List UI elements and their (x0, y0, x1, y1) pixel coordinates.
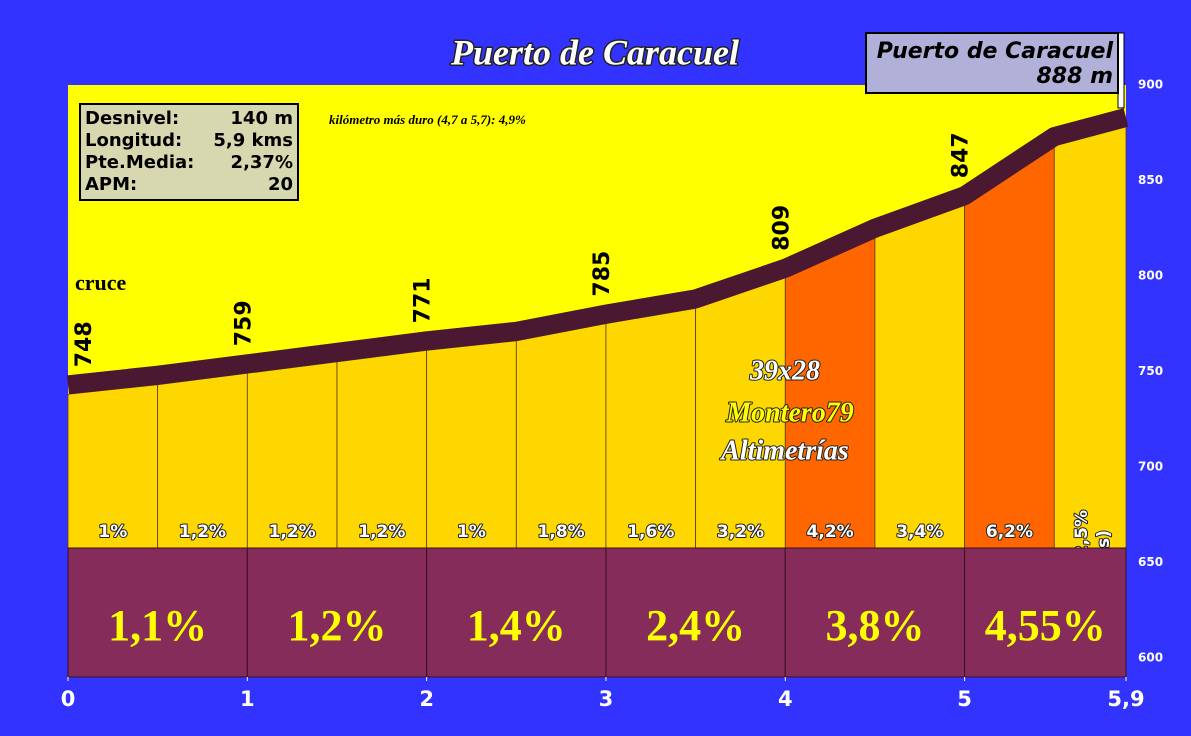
summit-elevation: 888 m (1036, 64, 1113, 89)
elevation-label: 771 (411, 277, 436, 323)
x-tick-label: 3 (599, 687, 614, 711)
start-annotation: cruce (75, 270, 127, 295)
chart-title: Puerto de Caracuel (450, 32, 739, 72)
gradient-label: 6,2% (986, 522, 1033, 542)
gradient-label: 1,2% (358, 522, 405, 542)
stat-value: 5,9 kms (213, 130, 293, 151)
gradient-label: 1,8% (538, 522, 585, 542)
elevation-label: 847 (949, 132, 974, 178)
elevation-label: 759 (231, 300, 256, 346)
watermark: Altimetrías (719, 435, 849, 466)
watermark: Montero79 (725, 397, 854, 428)
gradient-label: 1,2% (269, 522, 316, 542)
stat-label: APM: (85, 174, 137, 195)
gradient-label: 1,6% (627, 522, 674, 542)
gradient-segment (515, 323, 607, 549)
gradient-label: 1% (98, 522, 127, 542)
stat-label: Pte.Media: (85, 152, 194, 173)
profile-band (66, 108, 1129, 395)
gradient-segment (874, 204, 966, 549)
km-gradient-box (426, 547, 607, 678)
hardest-km-note: kilómetro más duro (4,7 a 5,7): 4,9% (329, 112, 526, 127)
stat-label: Desnivel: (85, 108, 179, 129)
gradient-segment (605, 307, 697, 549)
y-tick-label: 650 (1138, 555, 1163, 569)
y-tick-label: 600 (1138, 650, 1163, 664)
gradient-segment (246, 361, 338, 549)
gradient-segment (784, 237, 876, 549)
watermark: 39x28 (749, 355, 820, 386)
km-gradient-box (246, 547, 428, 678)
km-gradient-label: 3,8% (825, 601, 924, 650)
km-gradient-label: 1,2% (287, 601, 386, 650)
km-gradient-box (784, 547, 966, 678)
km-gradient-label: 4,55% (985, 601, 1106, 650)
stats-box (79, 103, 299, 201)
x-tick-label: 5 (957, 687, 972, 711)
x-tick-label: 5,9 (1107, 687, 1144, 711)
gradient-segment (426, 340, 517, 549)
elevation-label: 785 (590, 251, 615, 297)
gradient-segment (964, 145, 1055, 549)
summit-name: Puerto de Caracuel (877, 39, 1114, 64)
gradient-label: 1,2% (179, 522, 226, 542)
km-gradient-box (67, 547, 248, 678)
gradient-label: 3,4% (896, 522, 943, 542)
x-tick-label: 1 (240, 687, 255, 711)
km-gradient-label: 1,4% (467, 601, 566, 650)
x-tick-label: 2 (419, 687, 434, 711)
elevation-label: 809 (769, 205, 794, 251)
y-tick-label: 800 (1138, 268, 1163, 282)
y-tick-label: 750 (1138, 364, 1163, 378)
km-gradient-box (605, 547, 786, 678)
gradient-label: 4,2% (807, 522, 854, 542)
gradient-label: 1% (457, 522, 486, 542)
summit-box (865, 32, 1119, 94)
stat-label: Longitud: (85, 130, 182, 151)
gradient-segment (1053, 126, 1127, 549)
y-tick-label: 850 (1138, 173, 1163, 187)
km-gradient-label: 1,1% (108, 601, 207, 650)
y-tick-label: 700 (1138, 459, 1163, 473)
x-tick-label: 0 (61, 687, 76, 711)
km-gradient-box (964, 547, 1127, 678)
stat-value: 2,37% (231, 152, 293, 173)
gradient-label: 2,5% (1072, 510, 1092, 557)
stat-value: 20 (268, 174, 293, 195)
gradient-label: 3,2% (717, 522, 764, 542)
stat-value: 140 m (230, 108, 293, 129)
y-tick-label: 900 (1138, 78, 1163, 92)
elevation-label: 748 (72, 321, 97, 367)
x-tick-label: 4 (778, 687, 793, 711)
km-gradient-label: 2,4% (646, 601, 745, 650)
gradient-segment (336, 349, 428, 549)
